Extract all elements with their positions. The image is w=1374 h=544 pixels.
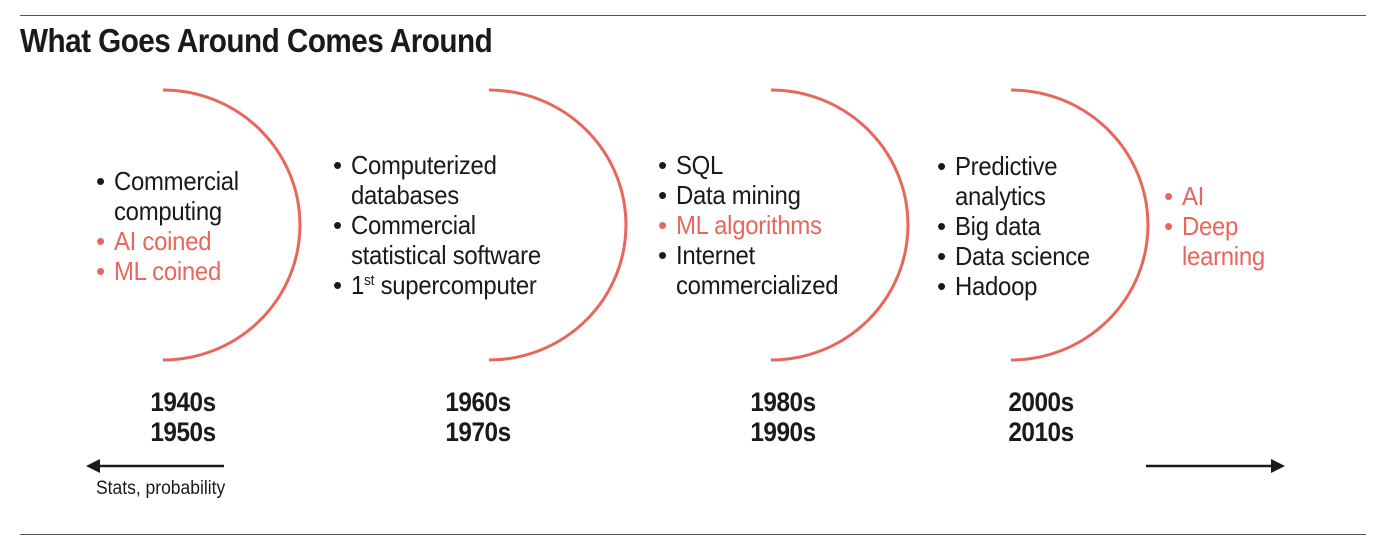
bottom-rule [20,534,1366,535]
era-item: • Predictive analytics [937,151,1102,211]
era-item-text: ML algorithms [676,210,822,240]
era-item: • Big data [937,211,1102,241]
bullet-icon: • [1164,181,1173,211]
era-item: • ML coined [96,256,250,286]
era-item-text: Commercial statistical software [351,210,541,270]
era-item-text: Predictive analytics [955,151,1058,211]
bullet-icon: • [937,151,946,181]
decade-end: 1990s [750,417,816,447]
decade-label-1940s: 1940s 1950s [113,387,253,447]
era-future-list: • AI • Deep learning [1164,181,1272,271]
decade-start: 1980s [750,387,816,417]
bullet-icon: • [333,210,342,240]
decade-label-1960s: 1960s 1970s [408,387,548,447]
era-item-text: AI [1182,181,1205,211]
era-item: • Internet commercialized [658,240,852,300]
bullet-icon: • [937,271,946,301]
page-title: What Goes Around Comes Around [20,22,493,59]
era-2000s-list: • Predictive analytics • Big data • Data sc… [937,151,1102,301]
era-item-text: Deep learning [1182,211,1265,271]
bullet-icon: • [937,241,946,271]
era-item: • Commercial computing [96,166,250,226]
bullet-icon: • [333,150,342,180]
era-1980s-list: • SQL • Data mining • ML algorithms • Intern… [658,150,852,300]
decade-start: 2000s [1008,387,1074,417]
bullet-icon: • [658,150,667,180]
era-arc-1940s [162,88,302,362]
bullet-icon: • [658,210,667,240]
era-item: • 1st supercomputer [333,270,557,300]
era-item: • Commercial statistical software [333,210,557,270]
era-item: • ML algorithms [658,210,852,240]
era-item-text: Data science [955,241,1090,271]
era-item-text: 1st supercomputer [351,270,537,300]
era-item-text: Commercial computing [114,166,239,226]
era-item-text: Computerized databases [351,150,497,210]
era-item-text: Internet commercialized [676,240,839,300]
decade-end: 2010s [1008,417,1074,447]
era-1960s-list: • Computerized databases • Commercial stat… [333,150,557,300]
era-item-text: ML coined [114,256,221,286]
decade-end: 1970s [445,417,511,447]
top-rule [20,15,1366,16]
right-arrow-head [1271,459,1285,473]
era-item: • SQL [658,150,852,180]
bullet-icon: • [1164,211,1173,241]
decade-start: 1960s [445,387,511,417]
bullet-icon: • [96,226,105,256]
bullet-icon: • [658,240,667,270]
ordinal-rest: supercomputer [374,270,537,300]
era-1940s-list: • Commercial computing • AI coined • ML coi… [96,166,250,286]
era-item-text: Hadoop [955,271,1038,301]
era-item-text: SQL [676,150,724,180]
era-item: • Deep learning [1164,211,1272,271]
ordinal-suffix: st [364,272,375,289]
decade-end: 1950s [150,417,216,447]
decade-label-1980s: 1980s 1990s [713,387,853,447]
era-arc-1980s [770,88,910,362]
era-item-text: Data mining [676,180,801,210]
era-item: • Data mining [658,180,852,210]
left-arrow-head [86,459,100,473]
era-item: • AI [1164,181,1272,211]
era-item-text: Big data [955,211,1041,241]
decade-start: 1940s [150,387,216,417]
era-arc-2000s [1010,88,1150,362]
bullet-icon: • [333,270,342,300]
bullet-icon: • [658,180,667,210]
bullet-icon: • [96,166,105,196]
era-item: • AI coined [96,226,250,256]
era-item: • Hadoop [937,271,1102,301]
era-item: • Data science [937,241,1102,271]
bullet-icon: • [96,256,105,286]
left-arrow-label: Stats, probability [96,478,226,499]
era-item-text: AI coined [114,226,212,256]
ordinal-number: 1 [351,270,365,300]
era-item: • Computerized databases [333,150,557,210]
era-arc-1960s [488,88,628,362]
bullet-icon: • [937,211,946,241]
decade-label-2000s: 2000s 2010s [971,387,1111,447]
